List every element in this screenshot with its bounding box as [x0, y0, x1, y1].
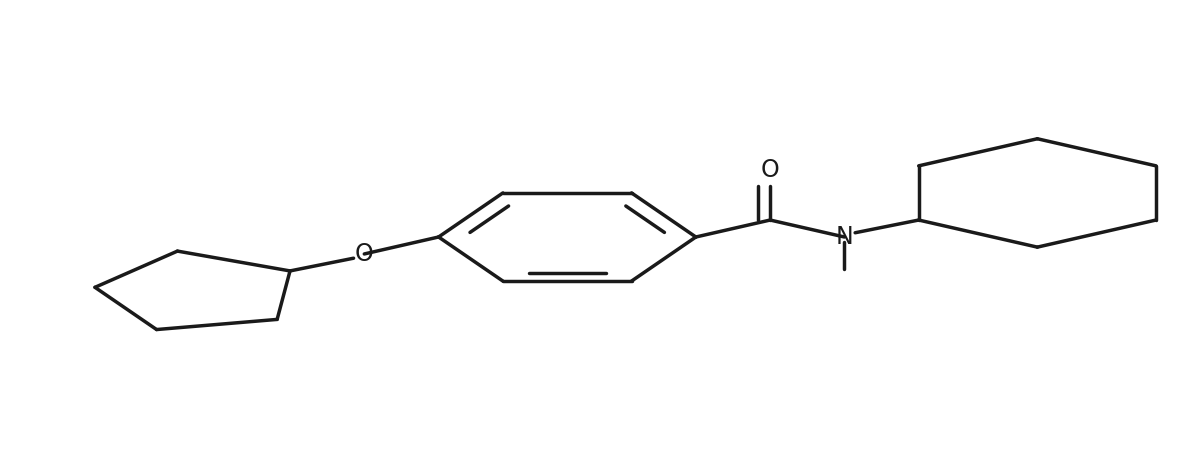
Text: O: O: [761, 158, 780, 182]
Text: O: O: [355, 242, 374, 266]
Text: N: N: [836, 225, 854, 249]
